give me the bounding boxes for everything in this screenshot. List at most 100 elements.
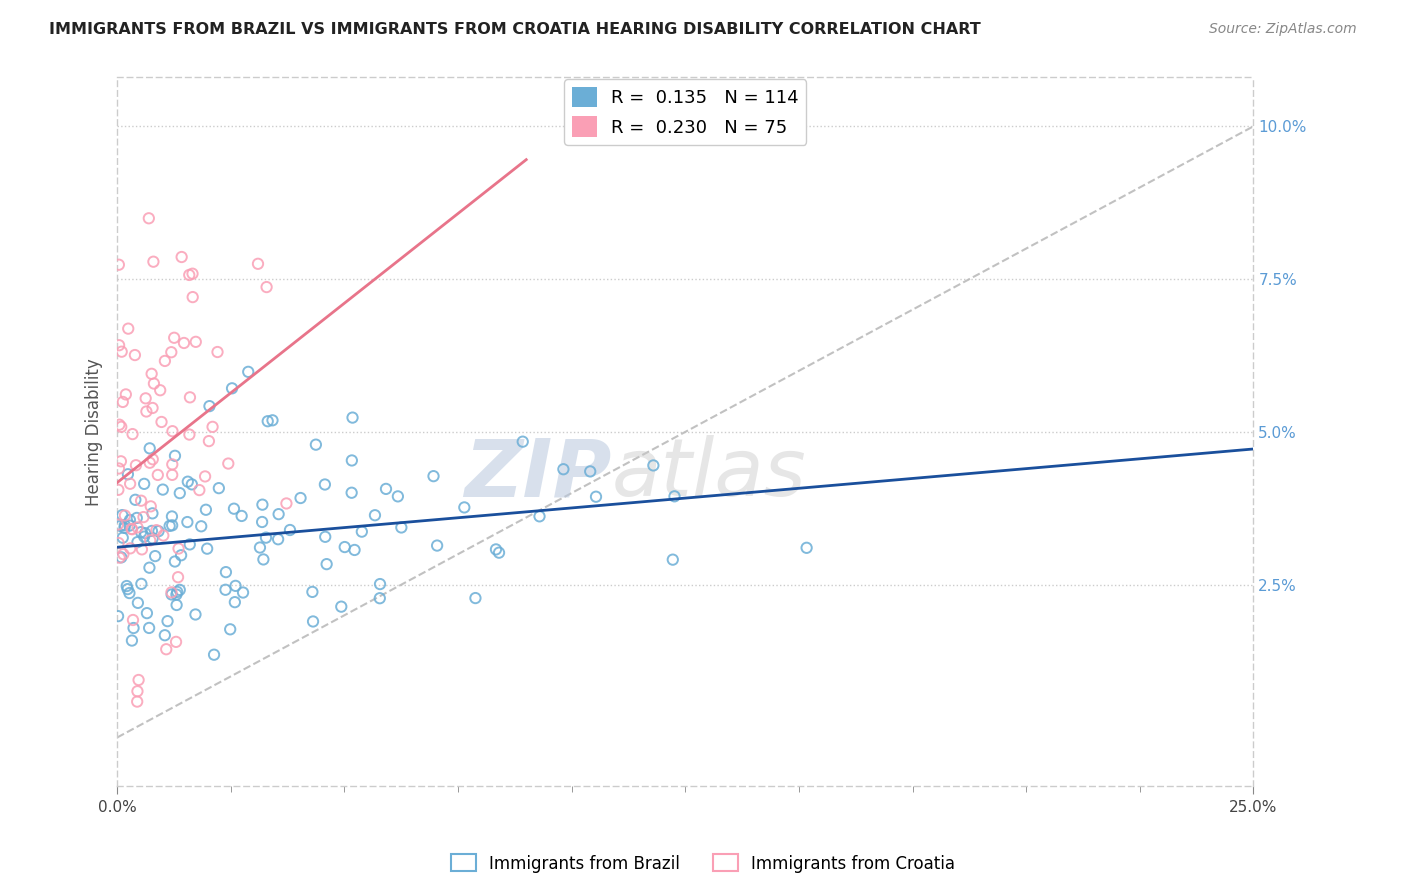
Point	[121, 522, 143, 536]
Point	[368, 577, 391, 591]
Point	[305, 437, 328, 451]
Point	[315, 557, 337, 571]
Point	[148, 524, 170, 539]
Point	[115, 387, 138, 401]
Point	[107, 536, 129, 550]
Point	[464, 591, 486, 605]
Point	[662, 552, 685, 566]
Point	[202, 648, 225, 662]
Point	[131, 542, 153, 557]
Point	[149, 383, 172, 397]
Point	[169, 582, 191, 597]
Point	[141, 524, 163, 538]
Point	[121, 427, 143, 442]
Point	[163, 554, 186, 568]
Point	[201, 420, 224, 434]
Point	[160, 585, 183, 599]
Point	[108, 461, 131, 475]
Point	[114, 508, 136, 523]
Text: Source: ZipAtlas.com: Source: ZipAtlas.com	[1209, 22, 1357, 37]
Point	[215, 565, 238, 579]
Point	[111, 531, 134, 545]
Point	[150, 415, 173, 429]
Point	[340, 453, 363, 467]
Point	[117, 582, 139, 596]
Point	[179, 268, 201, 282]
Legend: R =  0.135   N = 114, R =  0.230   N = 75: R = 0.135 N = 114, R = 0.230 N = 75	[564, 79, 806, 145]
Point	[160, 587, 183, 601]
Point	[364, 508, 387, 523]
Point	[122, 613, 145, 627]
Point	[138, 621, 160, 635]
Point	[138, 456, 160, 470]
Point	[112, 547, 135, 561]
Point	[167, 541, 190, 556]
Point	[426, 539, 449, 553]
Point	[252, 498, 274, 512]
Point	[129, 525, 152, 540]
Point	[124, 348, 146, 362]
Point	[208, 481, 231, 495]
Point	[167, 570, 190, 584]
Point	[125, 511, 148, 525]
Point	[127, 535, 149, 549]
Point	[389, 520, 412, 534]
Point	[180, 477, 202, 491]
Point	[302, 615, 325, 629]
Point	[139, 500, 162, 514]
Point	[142, 532, 165, 546]
Point	[276, 496, 298, 510]
Point	[170, 548, 193, 562]
Point	[108, 550, 131, 565]
Point	[290, 491, 312, 505]
Point	[141, 367, 163, 381]
Point	[152, 483, 174, 497]
Point	[118, 586, 141, 600]
Point	[219, 623, 242, 637]
Point	[198, 434, 221, 449]
Point	[155, 642, 177, 657]
Point	[143, 549, 166, 563]
Point	[152, 528, 174, 542]
Point	[142, 452, 165, 467]
Point	[160, 518, 183, 533]
Point	[232, 585, 254, 599]
Point	[217, 457, 239, 471]
Point	[553, 462, 575, 476]
Point	[122, 621, 145, 635]
Point	[529, 509, 551, 524]
Point	[141, 401, 163, 415]
Point	[153, 354, 176, 368]
Y-axis label: Hearing Disability: Hearing Disability	[86, 358, 103, 506]
Point	[110, 519, 132, 533]
Point	[120, 541, 142, 556]
Point	[111, 344, 134, 359]
Point	[139, 533, 162, 548]
Point	[301, 585, 323, 599]
Point	[190, 519, 212, 533]
Point	[134, 526, 156, 541]
Text: atlas: atlas	[612, 435, 806, 514]
Point	[249, 541, 271, 555]
Point	[156, 614, 179, 628]
Point	[110, 420, 132, 434]
Point	[188, 483, 211, 497]
Point	[224, 595, 246, 609]
Point	[221, 381, 243, 395]
Point	[422, 469, 444, 483]
Point	[142, 376, 165, 391]
Point	[173, 336, 195, 351]
Point	[163, 449, 186, 463]
Point	[128, 673, 150, 687]
Point	[267, 507, 290, 521]
Point	[135, 404, 157, 418]
Point	[488, 546, 510, 560]
Point	[387, 489, 409, 503]
Point	[340, 485, 363, 500]
Point	[160, 509, 183, 524]
Point	[453, 500, 475, 515]
Point	[350, 524, 373, 539]
Point	[314, 530, 336, 544]
Point	[166, 585, 188, 599]
Point	[222, 501, 245, 516]
